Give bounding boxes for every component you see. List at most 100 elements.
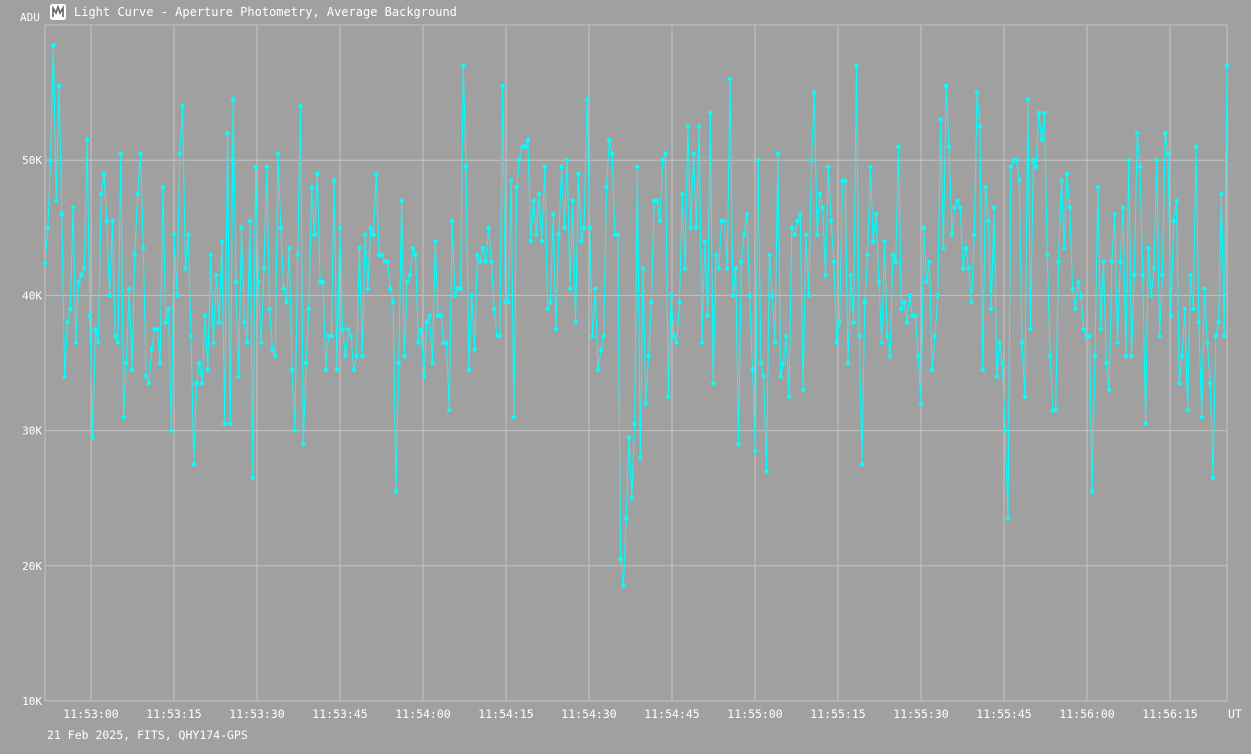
y-tick-label: 10K [22,695,42,708]
data-point [1078,293,1084,298]
data-point [236,374,241,379]
data-point [784,333,789,339]
data-point [497,333,502,339]
data-point [205,367,210,372]
data-point [466,367,472,372]
data-point [632,421,637,426]
data-point [941,245,946,251]
data-point [772,340,778,345]
data-point [666,394,671,399]
series-line [44,45,1228,587]
data-point [767,252,772,257]
data-point [1123,354,1129,359]
data-point [1222,333,1227,339]
data-point [657,218,663,224]
data-point [183,266,188,271]
data-point [115,340,121,345]
data-point [42,260,48,266]
data-point [124,360,129,366]
data-point [755,158,761,163]
data-point [259,340,264,345]
x-axis-label: UT [1228,707,1242,721]
data-point [727,76,733,82]
data-point [399,198,404,203]
data-point [966,266,971,271]
data-point [76,279,81,285]
data-point [388,286,393,291]
data-point [643,401,648,406]
data-point [750,367,755,372]
data-point [761,374,766,379]
data-point [694,225,699,230]
data-point [733,266,738,271]
data-point [873,212,879,217]
data-point [84,137,90,143]
data-point [1062,245,1067,251]
data-point [48,158,53,163]
data-point [233,279,239,285]
data-point [736,441,741,447]
x-tick-label: 11:53:30 [229,707,284,721]
data-point [214,272,219,278]
data-point [1154,158,1160,163]
data-point [778,374,783,379]
data-point [157,360,163,366]
data-point [604,185,609,190]
data-point [96,340,101,345]
data-point [1224,63,1230,68]
data-point [649,300,654,305]
data-point [357,245,362,251]
plot-frame [44,24,1228,702]
data-point [834,340,839,345]
data-point [671,333,677,339]
data-point [267,306,272,312]
data-point [551,212,556,217]
data-point [1022,394,1028,399]
data-point [559,164,564,170]
data-point [548,300,553,305]
data-point [545,306,550,312]
data-point [927,259,932,264]
data-point [405,279,410,285]
x-tick-label: 11:54:45 [644,707,699,721]
data-point [461,63,466,68]
data-point [593,286,598,291]
data-point [143,374,149,379]
data-point [576,171,581,176]
data-point [118,151,124,156]
data-point [1056,259,1061,264]
data-point [230,97,236,102]
data-point [826,164,831,170]
data-point [1073,306,1078,312]
data-point [301,441,306,447]
x-tick-label: 11:53:00 [63,707,118,721]
data-point [242,320,247,325]
x-tick-label: 11:54:00 [395,707,450,721]
data-point [952,205,957,210]
data-point [1014,158,1019,163]
data-point [56,83,62,89]
data-point [859,462,865,467]
data-point [514,185,519,190]
data-point [702,239,707,244]
data-point [208,252,213,257]
app-icon[interactable] [50,4,66,20]
data-point [1140,272,1146,278]
data-point [1112,212,1117,217]
data-point [45,225,50,230]
data-point [868,164,873,170]
data-point [680,191,685,197]
data-point [553,327,559,332]
data-point [621,583,626,589]
data-point [393,489,399,494]
data-point [374,171,379,176]
data-point [447,408,452,413]
data-point [913,313,918,318]
data-point [812,90,817,95]
data-point [87,313,93,318]
data-point [862,300,867,305]
data-point [803,232,809,237]
data-point [747,293,752,298]
data-point [146,381,152,386]
